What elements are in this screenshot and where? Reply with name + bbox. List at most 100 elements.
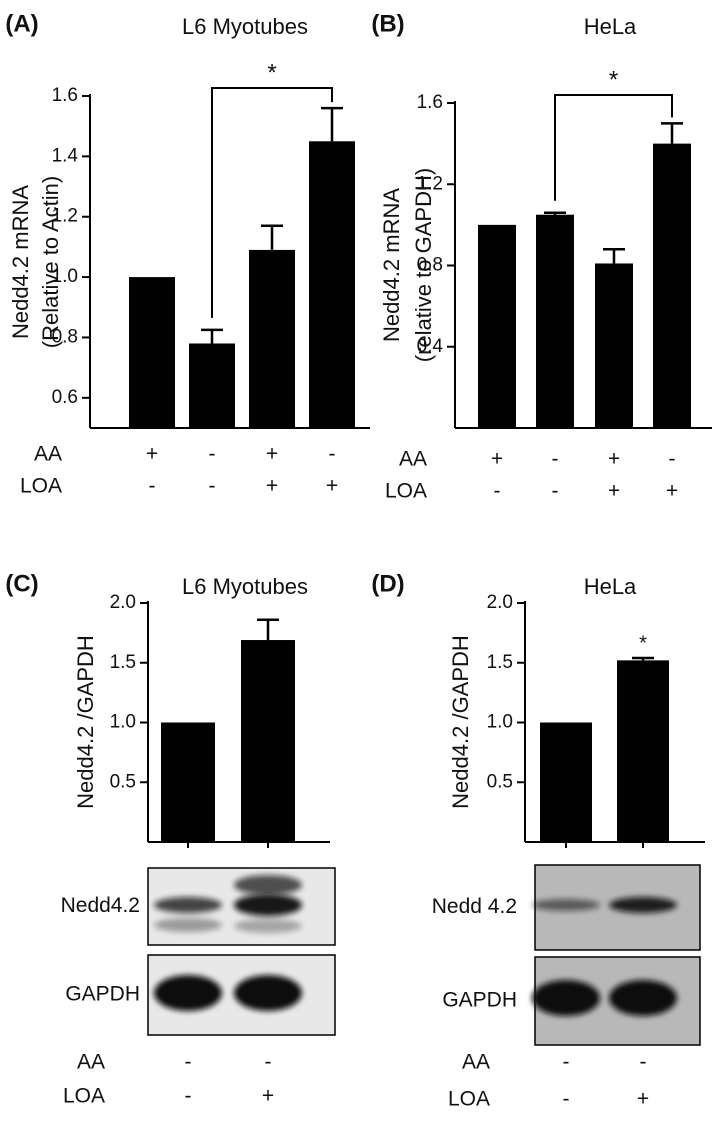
blot-label: GAPDH [65,983,140,1006]
error-bar [257,618,279,641]
bar [536,214,574,428]
condition-sign: + [491,448,503,471]
bar [241,640,295,842]
blot-band [234,919,302,933]
y-axis-label: (relative to GAPDH) [411,168,436,362]
panel-title: L6 Myotubes [182,574,308,599]
y-tick-label: 0.8 [52,326,78,347]
y-axis-label: Nedd4.2 /GAPDH [448,635,473,809]
condition-label: LOA [20,475,62,498]
condition-sign: - [669,448,676,471]
y-tick-label: 1.6 [52,85,78,106]
blot-band [154,897,222,913]
panel-label: (D) [371,570,404,597]
bar [189,343,235,428]
panel-label: (C) [5,570,38,597]
significance-star: * [639,632,647,654]
y-tick-label: 0.5 [487,771,513,792]
condition-sign: - [185,1051,192,1074]
y-tick-label: 2.0 [487,592,513,613]
significance-star: * [267,59,276,86]
panel-title: HeLa [584,574,637,599]
panel-title: L6 Myotubes [182,14,308,39]
y-tick-label: 1.6 [417,92,443,113]
condition-sign: + [266,475,278,498]
y-axis-label: Nedd4.2 /GAPDH [73,635,98,809]
bar [129,277,175,428]
y-tick-label: 1.0 [110,712,136,733]
condition-sign: + [262,1085,274,1108]
panel-title: HeLa [584,14,637,39]
condition-sign: - [552,480,559,503]
significance-bracket [211,87,333,318]
error-bar [632,656,654,661]
condition-sign: - [209,475,216,498]
condition-label: LOA [63,1085,105,1108]
y-axis-label: (Relative to Actin) [38,176,63,348]
error-bar [201,328,223,344]
y-tick-label: 1.2 [417,173,443,194]
blot-band [609,897,677,913]
y-tick-label: 1.0 [52,266,78,287]
blot-band [609,980,677,1016]
condition-sign: - [149,475,156,498]
condition-sign: - [494,480,501,503]
condition-label: AA [399,448,427,471]
bar [309,141,355,429]
error-bar [603,248,625,264]
condition-label: LOA [385,480,427,503]
blot-label: Nedd4.2 [61,894,140,917]
condition-sign: + [326,475,338,498]
significance-star: * [609,66,618,93]
y-tick-label: 1.5 [110,652,136,673]
condition-sign: - [552,448,559,471]
y-axis-label: Nedd4.2 mRNA [379,188,404,342]
y-tick-label: 0.8 [417,255,443,276]
blot-band [154,918,222,932]
y-tick-label: 1.4 [52,145,79,166]
error-bar [544,211,566,215]
condition-label: AA [462,1051,490,1074]
bar [653,143,691,428]
bar [478,224,516,428]
blot-band [532,980,600,1016]
condition-sign: - [209,443,216,466]
condition-sign: - [563,1051,570,1074]
y-tick-label: 0.6 [52,387,78,408]
y-tick-label: 0.4 [417,336,444,357]
blot-band [154,975,222,1011]
significance-bracket [554,94,673,201]
bar [540,722,592,842]
condition-sign: - [265,1051,272,1074]
y-tick-label: 0.5 [110,771,136,792]
y-tick-label: 1.5 [487,652,513,673]
condition-sign: + [666,480,678,503]
bar [161,722,215,842]
y-tick-label: 1.0 [487,712,513,733]
condition-sign: - [563,1088,570,1111]
blot-label: Nedd 4.2 [432,895,517,918]
condition-sign: + [637,1088,649,1111]
condition-sign: + [608,480,620,503]
condition-sign: + [608,448,620,471]
blot-band [234,975,302,1011]
bar [617,660,669,842]
y-tick-label: 1.2 [52,206,78,227]
blot-band [234,894,302,916]
condition-sign: + [266,443,278,466]
blot-band [532,899,600,911]
condition-sign: - [640,1051,647,1074]
condition-label: LOA [448,1088,490,1111]
y-tick-label: 2.0 [110,592,136,613]
condition-sign: + [146,443,158,466]
panel-label: (A) [5,10,38,37]
bar [595,263,633,428]
error-bar [661,122,683,144]
y-axis-label: Nedd4.2 mRNA [8,185,33,339]
bar [249,249,295,428]
blot-band [234,875,302,895]
error-bar [321,106,343,142]
panel-label: (B) [371,10,404,37]
condition-sign: - [185,1085,192,1108]
